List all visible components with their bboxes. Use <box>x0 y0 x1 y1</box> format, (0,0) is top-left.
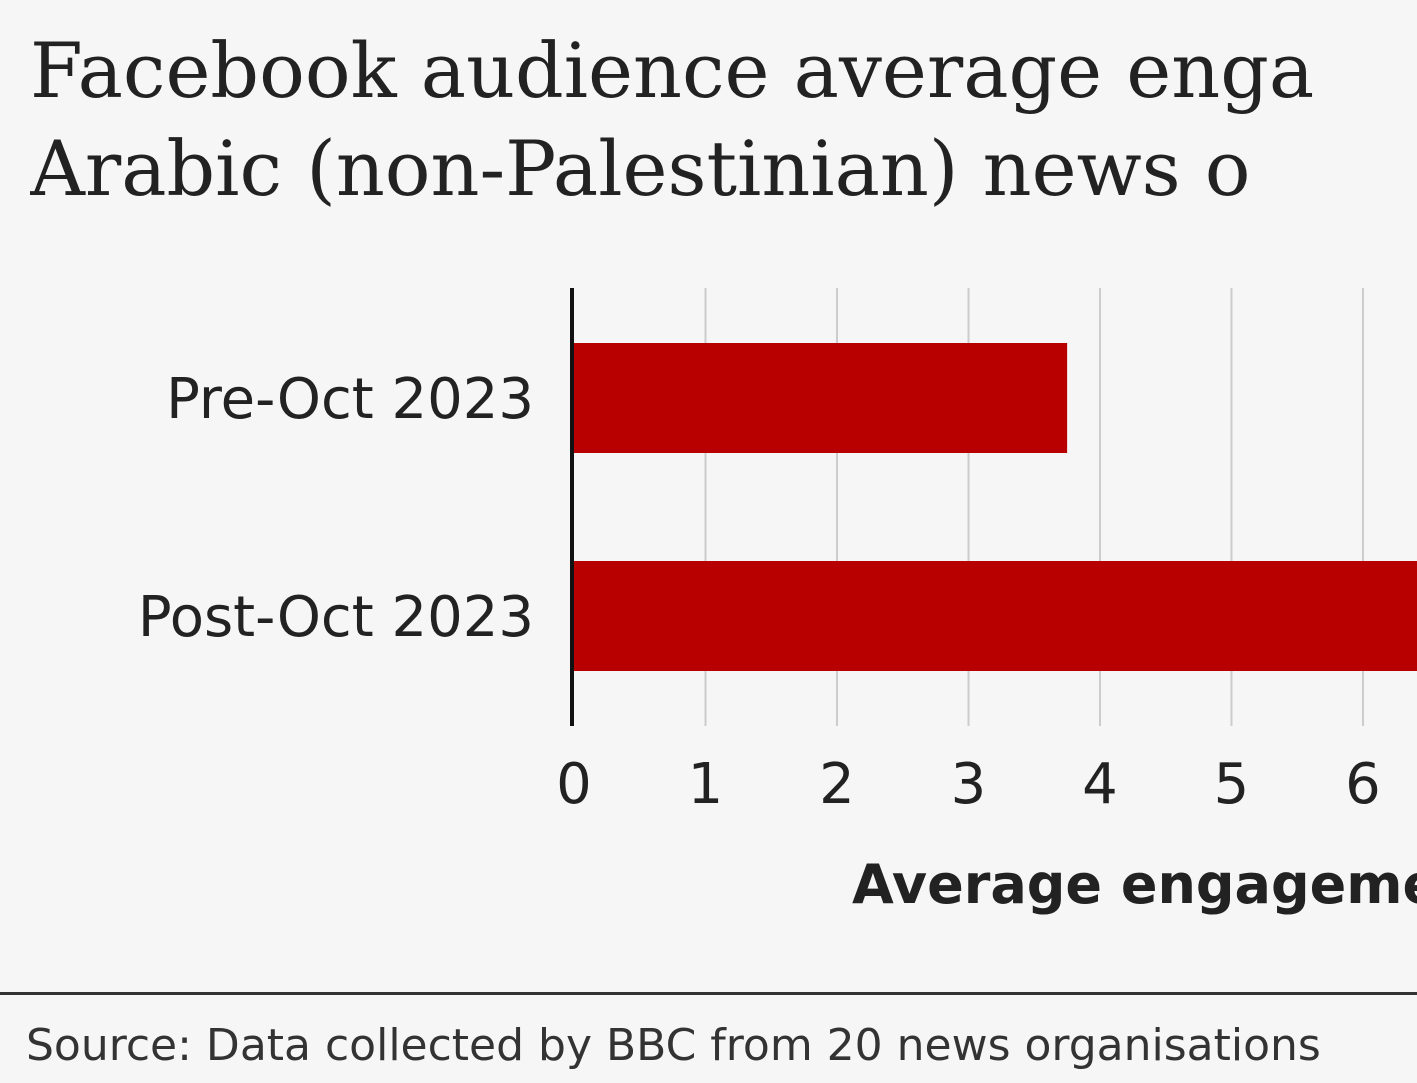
x-tick-label: 6 <box>1345 752 1381 817</box>
bar-pre-oct-2023 <box>574 343 1068 453</box>
bars <box>574 343 1417 671</box>
x-tick-label: 3 <box>951 752 987 817</box>
category-label: Pre-Oct 2023 <box>166 367 534 432</box>
bar-post-oct-2023 <box>574 561 1417 671</box>
x-tick-labels: 0 1 2 3 4 5 6 <box>556 752 1381 817</box>
source-note: Source: Data collected by BBC from 20 ne… <box>26 1020 1321 1071</box>
category-label: Post-Oct 2023 <box>138 585 534 650</box>
x-tick-label: 1 <box>688 752 724 817</box>
x-tick-label: 4 <box>1082 752 1118 817</box>
x-tick-label: 0 <box>556 752 592 817</box>
chart-title-line-1: Facebook audience average enga <box>30 26 1315 115</box>
chart-title: Facebook audience average enga Arabic (n… <box>30 22 1417 218</box>
chart-title-line-2: Arabic (non-Palestinian) news o <box>30 124 1251 213</box>
footer-divider <box>0 992 1417 995</box>
x-tick-label: 5 <box>1214 752 1250 817</box>
x-axis-label: Average engageme <box>852 853 1417 916</box>
category-labels: Pre-Oct 2023 Post-Oct 2023 <box>138 367 534 650</box>
x-tick-label: 2 <box>819 752 855 817</box>
